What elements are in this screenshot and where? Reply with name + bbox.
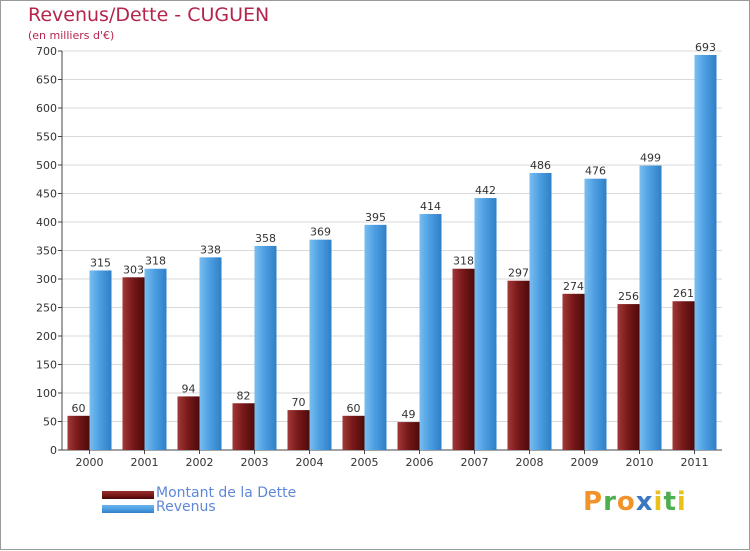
bar-dette [232,403,255,450]
data-label-revenus: 315 [90,256,111,269]
data-label-revenus: 693 [695,41,716,54]
data-label-revenus: 338 [200,243,221,256]
logo-letter: o [616,487,636,517]
data-label-dette: 60 [347,402,361,415]
bar-revenus [144,268,167,450]
bar-dette [672,301,695,450]
data-label-dette: 256 [618,290,639,303]
data-label-revenus: 486 [530,159,551,172]
proxiti-logo: Proxiti [583,487,687,517]
y-tick-label: 250 [36,302,57,315]
bar-dette [67,415,90,450]
x-tick-label: 2000 [76,456,104,469]
bar-revenus [694,54,717,451]
y-tick-label: 700 [36,45,57,58]
y-tick-label: 550 [36,131,57,144]
logo-letter: i [653,487,664,517]
x-tick-label: 2005 [351,456,379,469]
bar-revenus [364,224,387,450]
bar-dette [397,422,420,450]
bar-revenus [639,165,662,450]
data-label-dette: 70 [292,396,306,409]
legend-swatch-dette [102,491,154,499]
data-label-revenus: 499 [640,152,661,165]
bar-dette [617,304,640,450]
data-label-dette: 318 [453,255,474,268]
bar-dette [177,396,200,450]
bar-revenus [309,239,332,450]
data-label-revenus: 476 [585,165,606,178]
data-label-dette: 60 [72,402,86,415]
y-tick-label: 150 [36,359,57,372]
bar-revenus [474,198,497,450]
y-tick-label: 350 [36,245,57,258]
data-label-dette: 274 [563,280,584,293]
bar-dette [342,415,365,450]
y-tick-label: 50 [43,416,57,429]
legend-swatch-revenus [102,505,154,513]
x-tick-label: 2011 [681,456,709,469]
bar-revenus [419,214,442,450]
y-tick-label: 300 [36,273,57,286]
y-tick-label: 500 [36,159,57,172]
chart-title: Revenus/Dette - CUGUEN [28,4,270,26]
data-label-dette: 303 [123,263,144,276]
bar-dette [562,293,585,450]
bar-revenus [89,270,112,450]
logo-letter: P [583,487,604,517]
bar-revenus [529,172,552,451]
chart-subtitle: (en milliers d'€) [28,29,115,42]
x-tick-label: 2009 [571,456,599,469]
bar-revenus [254,245,277,450]
logo-letter: r [603,487,617,517]
bar-dette [287,410,310,450]
logo-letter: i [676,487,687,517]
y-tick-label: 0 [50,444,57,457]
x-tick-label: 2004 [296,456,324,469]
data-label-revenus: 414 [420,200,441,213]
y-tick-label: 450 [36,188,57,201]
logo-letter: t [663,487,677,517]
y-tick-label: 400 [36,216,57,229]
bar-dette [122,277,145,450]
data-label-dette: 297 [508,267,529,280]
bar-dette [507,280,530,450]
y-tick-label: 100 [36,387,57,400]
x-tick-label: 2002 [186,456,214,469]
data-label-revenus: 369 [310,226,331,239]
legend-label-dette: Montant de la Dette [156,485,297,501]
data-label-revenus: 318 [145,255,166,268]
data-label-revenus: 358 [255,232,276,245]
bar-revenus [199,257,222,450]
x-tick-label: 2001 [131,456,159,469]
logo-letter: x [635,487,654,517]
x-tick-label: 2010 [626,456,654,469]
x-tick-label: 2003 [241,456,269,469]
x-tick-label: 2007 [461,456,489,469]
y-tick-label: 200 [36,330,57,343]
bar-dette [452,268,475,450]
data-label-dette: 94 [182,382,196,395]
x-tick-label: 2006 [406,456,434,469]
data-label-revenus: 442 [475,184,496,197]
x-tick-label: 2008 [516,456,544,469]
bar-revenus [584,178,607,450]
data-label-revenus: 395 [365,211,386,224]
y-tick-label: 600 [36,102,57,115]
y-tick-label: 650 [36,74,57,87]
legend-label-revenus: Revenus [156,499,216,515]
data-label-dette: 49 [402,408,416,421]
data-label-dette: 261 [673,287,694,300]
data-label-dette: 82 [237,389,251,402]
